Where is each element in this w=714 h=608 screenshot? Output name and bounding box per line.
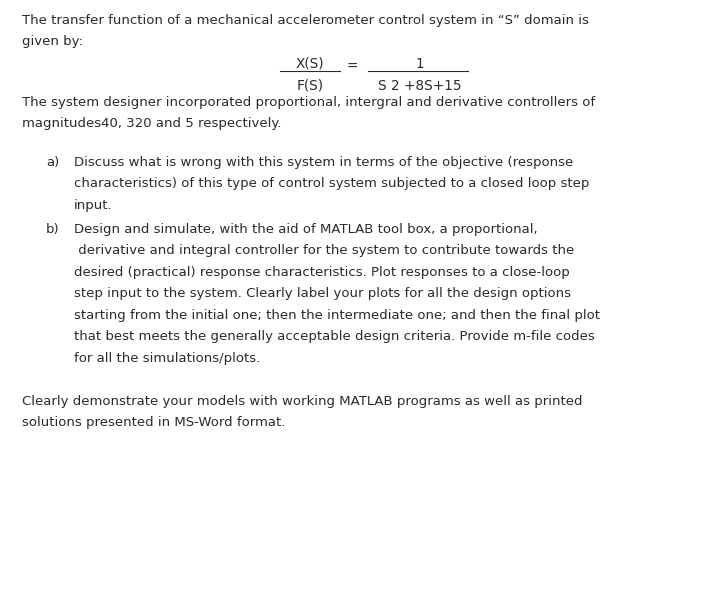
Text: X(S): X(S) [296,57,324,71]
Text: Design and simulate, with the aid of MATLAB tool box, a proportional,: Design and simulate, with the aid of MAT… [74,223,538,235]
Text: S 2 +8S+15: S 2 +8S+15 [378,78,462,92]
Text: a): a) [46,156,59,169]
Text: =: = [346,60,358,74]
Text: step input to the system. Clearly label your plots for all the design options: step input to the system. Clearly label … [74,287,571,300]
Text: b): b) [46,223,60,235]
Text: characteristics) of this type of control system subjected to a closed loop step: characteristics) of this type of control… [74,178,589,190]
Text: that best meets the generally acceptable design criteria. Provide m-file codes: that best meets the generally acceptable… [74,330,595,343]
Text: Clearly demonstrate your models with working MATLAB programs as well as printed: Clearly demonstrate your models with wor… [22,395,583,407]
Text: desired (practical) response characteristics. Plot responses to a close-loop: desired (practical) response characteris… [74,266,570,278]
Text: starting from the initial one; then the intermediate one; and then the final plo: starting from the initial one; then the … [74,308,600,322]
Text: given by:: given by: [22,35,83,49]
Text: magnitudes40, 320 and 5 respectively.: magnitudes40, 320 and 5 respectively. [22,117,281,130]
Text: Discuss what is wrong with this system in terms of the objective (response: Discuss what is wrong with this system i… [74,156,573,169]
Text: derivative and integral controller for the system to contribute towards the: derivative and integral controller for t… [74,244,574,257]
Text: solutions presented in MS-Word format.: solutions presented in MS-Word format. [22,416,286,429]
Text: F(S): F(S) [296,78,323,92]
Text: The transfer function of a mechanical accelerometer control system in “S” domain: The transfer function of a mechanical ac… [22,14,589,27]
Text: 1: 1 [416,57,424,71]
Text: input.: input. [74,199,113,212]
Text: for all the simulations/plots.: for all the simulations/plots. [74,351,260,365]
Text: The system designer incorporated proportional, intergral and derivative controll: The system designer incorporated proport… [22,95,595,109]
